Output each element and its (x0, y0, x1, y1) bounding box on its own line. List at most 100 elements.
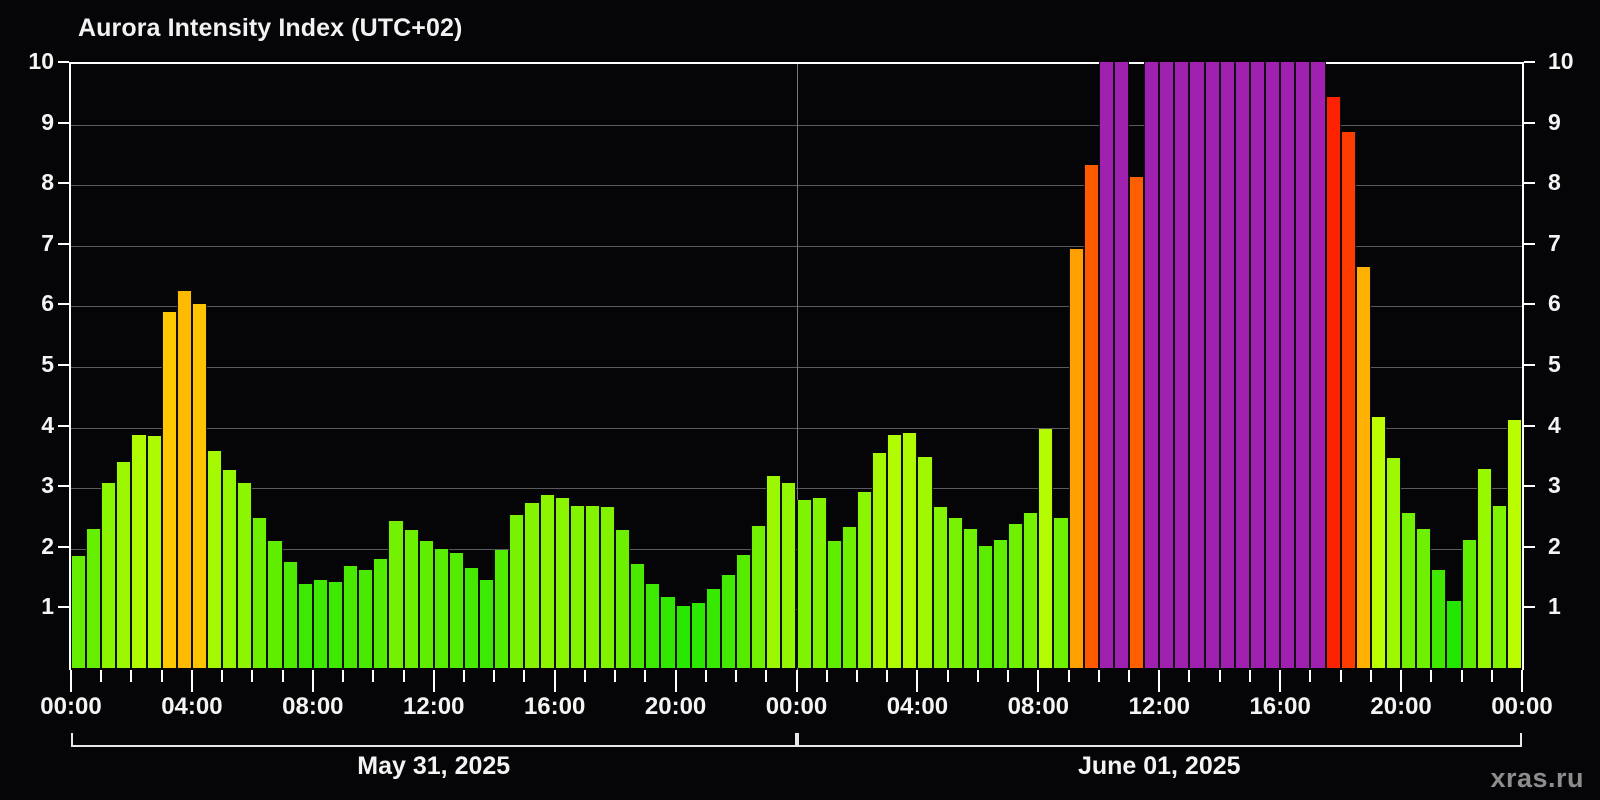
bar (1476, 469, 1492, 668)
y-tick-mark-left-6 (58, 303, 69, 306)
day-bracket-1 (796, 733, 1522, 747)
bar (373, 558, 389, 668)
x-tick-major-28 (916, 670, 919, 692)
x-tick-label-6: 00:00 (765, 693, 828, 720)
x-tick-minor-45 (1430, 670, 1433, 682)
x-tick-major-40 (1279, 670, 1282, 692)
x-tick-minor-33 (1067, 670, 1070, 682)
bar (1295, 62, 1311, 668)
x-tick-major-4 (190, 670, 193, 692)
bar (358, 569, 374, 668)
y-tick-label-left-1: 1 (41, 593, 54, 620)
bar (872, 452, 888, 668)
bar (1113, 62, 1130, 668)
x-tick-minor-46 (1460, 670, 1463, 682)
x-tick-minor-31 (1007, 670, 1010, 682)
y-tick-label-right-5: 5 (1548, 351, 1561, 377)
bar (1280, 62, 1296, 668)
bar (1023, 513, 1039, 668)
bar (947, 518, 963, 668)
x-tick-label-1: 04:00 (161, 693, 223, 720)
bar (1401, 513, 1417, 668)
bar (297, 584, 313, 668)
bar (403, 529, 419, 668)
x-tick-minor-26 (855, 670, 858, 682)
bar (856, 492, 873, 668)
x-tick-label-0: 00:00 (40, 693, 102, 720)
x-tick-minor-6 (251, 670, 254, 682)
bar (327, 581, 344, 668)
bar (1174, 62, 1190, 668)
y-axis-left-line (69, 62, 71, 670)
bar (1129, 177, 1145, 668)
bar (1431, 569, 1447, 668)
bar (71, 555, 87, 668)
day-divider-line (796, 64, 798, 670)
x-tick-label-12: 00:00 (1491, 693, 1553, 720)
x-tick-label-8: 08:00 (1007, 693, 1070, 720)
y-tick-mark-right-10 (1524, 61, 1535, 63)
bar (600, 507, 616, 668)
bar (463, 568, 480, 668)
bar (1098, 62, 1114, 668)
bar (509, 515, 525, 668)
bar (1219, 62, 1235, 668)
x-tick-minor-15 (523, 670, 526, 682)
y-tick-mark-left-10 (58, 61, 69, 63)
bar (222, 469, 238, 668)
bar (494, 549, 510, 668)
x-tick-minor-37 (1188, 670, 1191, 682)
y-tick-label-left-9: 9 (41, 108, 54, 135)
bar (675, 605, 691, 668)
bar (751, 525, 767, 668)
bar (660, 596, 676, 668)
x-tick-label-9: 12:00 (1128, 693, 1190, 720)
bar (615, 529, 631, 668)
y-tick-label-left-2: 2 (41, 532, 54, 559)
bar (1461, 539, 1477, 668)
bar (720, 575, 737, 668)
bar (811, 498, 827, 668)
x-tick-minor-7 (281, 670, 284, 682)
bar (736, 554, 752, 668)
y-tick-mark-left-1 (58, 606, 69, 609)
bar (116, 461, 132, 668)
bar (131, 434, 147, 668)
bar (388, 521, 404, 668)
y-tick-mark-right-4 (1524, 424, 1535, 427)
bar (207, 451, 223, 668)
bar (252, 518, 268, 668)
x-tick-minor-35 (1128, 670, 1131, 682)
x-tick-minor-1 (100, 670, 103, 682)
x-tick-minor-43 (1369, 670, 1372, 682)
x-tick-minor-47 (1490, 670, 1493, 682)
y-tick-mark-right-8 (1524, 182, 1535, 185)
bar (237, 483, 253, 668)
bar (569, 506, 585, 668)
day-label-1: June 01, 2025 (1077, 752, 1241, 780)
bar (1355, 266, 1371, 668)
bar (705, 589, 721, 668)
y-tick-label-left-10: 10 (28, 48, 54, 74)
bar (191, 304, 208, 668)
y-tick-mark-right-5 (1524, 364, 1535, 366)
bar (1038, 428, 1054, 668)
bar (1416, 528, 1432, 668)
x-tick-label-10: 16:00 (1249, 693, 1311, 720)
x-tick-label-5: 20:00 (644, 693, 707, 720)
x-tick-minor-21 (704, 670, 707, 682)
x-tick-label-4: 16:00 (523, 693, 586, 720)
bar (1265, 62, 1281, 668)
bar (962, 528, 978, 668)
y-axis-right-line (1522, 62, 1524, 670)
bar (977, 545, 993, 668)
y-tick-mark-left-9 (58, 121, 69, 124)
bar-series (71, 62, 1522, 668)
bar (1008, 523, 1024, 668)
y-tick-label-right-2: 2 (1548, 532, 1561, 559)
bar (766, 475, 782, 668)
x-tick-minor-30 (976, 670, 979, 682)
x-tick-minor-25 (825, 670, 828, 682)
y-tick-mark-left-8 (58, 182, 69, 185)
